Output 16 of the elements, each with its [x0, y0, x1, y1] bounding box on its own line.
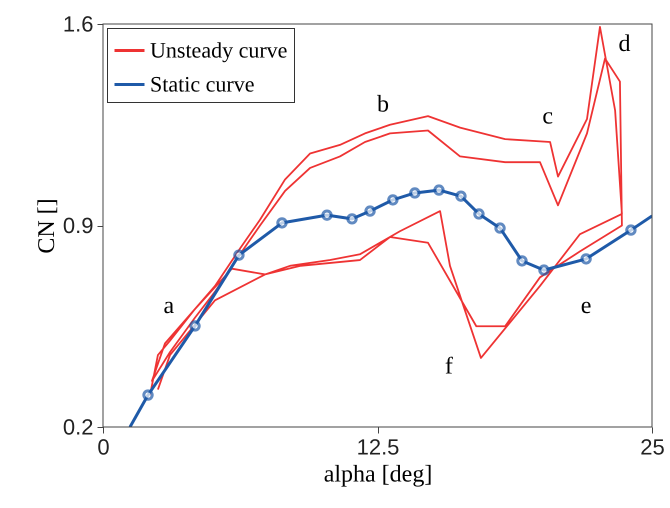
- x-tick-label: 0: [97, 434, 110, 460]
- y-tick-label: 0.2: [62, 414, 94, 440]
- annotation: a: [164, 293, 175, 320]
- x-axis-title: alpha [deg]: [324, 462, 432, 488]
- y-tick-label: 1.6: [62, 12, 94, 36]
- y-tick-label: 0.9: [62, 213, 94, 238]
- annotation: f: [444, 354, 453, 380]
- y-axis-title: CN []: [34, 198, 60, 254]
- x-tick-label: 25: [640, 434, 665, 460]
- annotation: e: [580, 293, 592, 320]
- annotation: b: [376, 92, 389, 118]
- legend-label: Static curve: [150, 72, 254, 96]
- annotation: c: [542, 104, 554, 130]
- x-tick-label: 12.5: [356, 434, 400, 460]
- legend-label: Unsteady curve: [150, 38, 288, 62]
- annotation: d: [618, 31, 631, 58]
